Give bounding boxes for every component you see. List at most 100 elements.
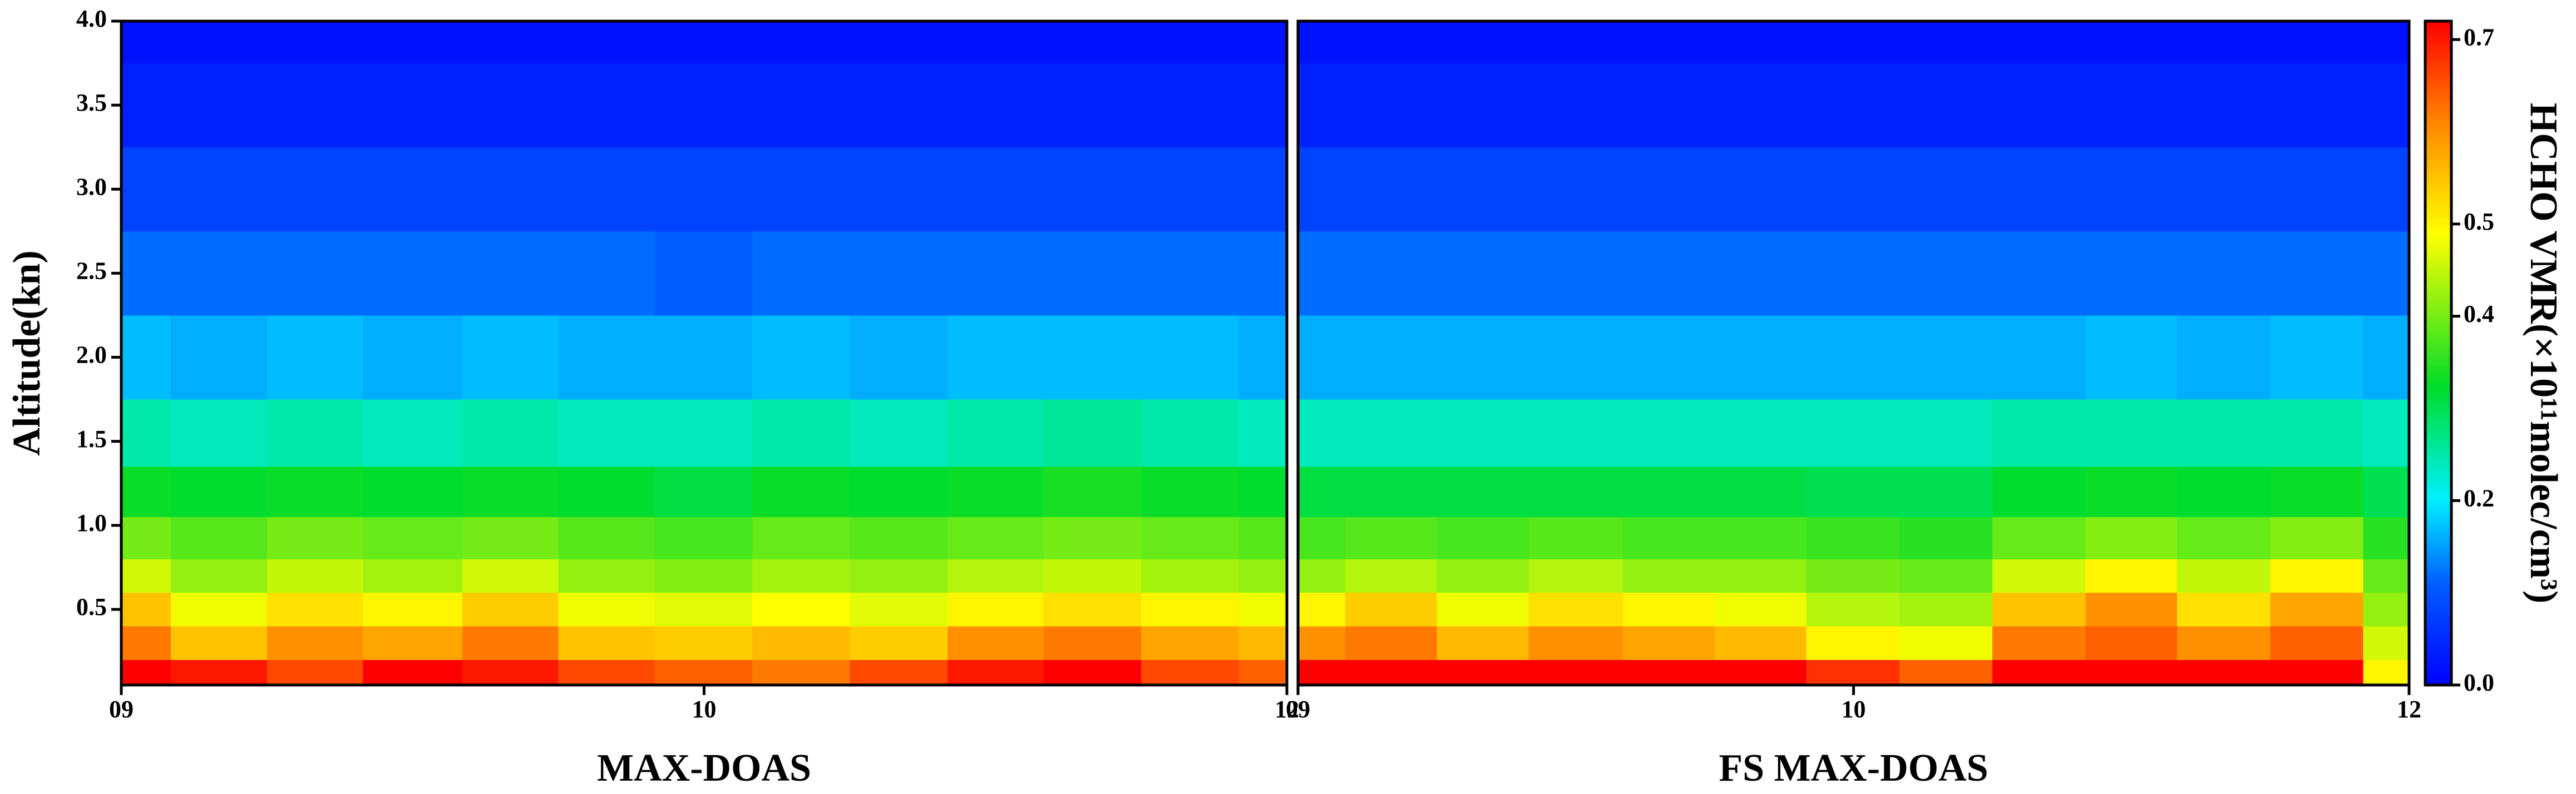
contour-cell xyxy=(1141,63,1240,148)
contour-cell xyxy=(947,659,1044,686)
colorbar-swatch xyxy=(2425,399,2451,404)
contour-cell xyxy=(1992,626,2086,661)
contour-cell xyxy=(363,315,463,400)
contour-cell xyxy=(171,21,268,64)
contour-cell xyxy=(1623,63,1715,148)
colorbar-swatch xyxy=(2425,350,2451,354)
contour-cell xyxy=(1714,63,1807,148)
colorbar-swatch xyxy=(2425,446,2451,450)
colorbar-swatch xyxy=(2425,389,2451,394)
colorbar-swatch xyxy=(2425,234,2451,237)
colorbar-swatch xyxy=(2425,376,2451,380)
colorbar-swatch xyxy=(2425,648,2451,652)
contour-cell xyxy=(267,315,364,400)
contour-cell xyxy=(363,467,463,518)
contour-cell xyxy=(171,399,268,467)
colorbar-swatch xyxy=(2425,465,2451,470)
contour-cell xyxy=(2363,399,2410,467)
colorbar-swatch xyxy=(2425,237,2451,241)
colorbar-swatch xyxy=(2425,459,2451,463)
contour-cell xyxy=(1437,659,1529,686)
colorbar-swatch xyxy=(2425,137,2451,141)
contour-cell xyxy=(1806,559,1900,593)
contour-cell xyxy=(2177,592,2271,627)
colorbar-swatch xyxy=(2425,562,2451,566)
contour-cell xyxy=(2363,592,2410,627)
contour-cell xyxy=(462,399,559,467)
colorbar-swatch xyxy=(2425,77,2451,82)
contour-cell xyxy=(1437,517,1529,559)
contour-cell xyxy=(947,231,1044,316)
contour-cell xyxy=(2270,559,2364,593)
colorbar-swatch xyxy=(2425,525,2451,530)
contour-cell xyxy=(850,592,948,627)
colorbar-swatch xyxy=(2425,519,2451,523)
colorbar-tick-label: 0.2 xyxy=(2464,484,2494,512)
contour-cell xyxy=(363,21,463,64)
contour-cell xyxy=(752,399,850,467)
colorbar-swatch xyxy=(2425,180,2451,185)
contour-cell xyxy=(2270,315,2364,400)
colorbar-swatch xyxy=(2425,645,2451,649)
colorbar-swatch xyxy=(2425,416,2451,420)
colorbar-swatch xyxy=(2425,290,2451,294)
contour-cell xyxy=(267,592,364,627)
colorbar-swatch xyxy=(2425,150,2451,155)
contour-cell xyxy=(2177,315,2271,400)
colorbar-swatch xyxy=(2425,37,2451,42)
contour-cell xyxy=(2177,147,2271,232)
colorbar-swatch xyxy=(2425,111,2451,115)
contour-cell xyxy=(2177,231,2271,316)
contour-cell xyxy=(752,659,850,686)
contour-cell xyxy=(363,517,463,559)
colorbar-swatch xyxy=(2425,243,2451,247)
contour-cell xyxy=(1345,467,1438,518)
contour-cell xyxy=(1141,517,1240,559)
contour-cell xyxy=(171,659,268,686)
colorbar-swatch xyxy=(2425,369,2451,374)
contour-cell xyxy=(1238,517,1287,559)
colorbar-swatch xyxy=(2425,24,2451,28)
colorbar-swatch xyxy=(2425,655,2451,659)
x-tick-label: 09 xyxy=(109,696,134,723)
colorbar-swatch xyxy=(2425,160,2451,165)
contour-cell xyxy=(462,592,559,627)
contour-cell xyxy=(558,659,655,686)
colorbar-swatch xyxy=(2425,612,2451,616)
contour-cell xyxy=(171,315,268,400)
colorbar-swatch xyxy=(2425,51,2451,55)
colorbar-swatch xyxy=(2425,240,2451,244)
contour-cell xyxy=(1043,231,1142,316)
contour-cell xyxy=(1345,592,1438,627)
contour-cell xyxy=(1806,467,1900,518)
contour-cell xyxy=(558,315,655,400)
contour-cell xyxy=(462,517,559,559)
colorbar-swatch xyxy=(2425,67,2451,72)
contour-cell xyxy=(1528,21,1623,64)
contour-cell xyxy=(1238,147,1287,232)
contour-cell xyxy=(947,147,1044,232)
colorbar-swatch xyxy=(2425,316,2451,320)
colorbar-swatch xyxy=(2425,81,2451,85)
contour-panel xyxy=(121,21,1287,686)
colorbar-swatch xyxy=(2425,250,2451,254)
contour-cell xyxy=(363,559,463,593)
colorbar-swatch xyxy=(2425,545,2451,549)
contour-cell xyxy=(1141,559,1240,593)
contour-cell xyxy=(462,147,559,232)
contour-cell xyxy=(1437,399,1529,467)
contour-cell xyxy=(1043,315,1142,400)
contour-cell xyxy=(850,399,948,467)
contour-cell xyxy=(363,592,463,627)
contour-cell xyxy=(121,467,171,518)
contour-cell xyxy=(1528,626,1623,661)
colorbar-swatch xyxy=(2425,177,2451,181)
contour-cell xyxy=(121,315,171,400)
contour-cell xyxy=(850,467,948,518)
y-tick-label: 4.0 xyxy=(76,5,107,32)
contour-cell xyxy=(462,626,559,661)
colorbar-swatch xyxy=(2425,31,2451,35)
x-tick-label: 10 xyxy=(1842,696,1866,723)
colorbar-swatch xyxy=(2425,34,2451,38)
contour-cell xyxy=(462,467,559,518)
